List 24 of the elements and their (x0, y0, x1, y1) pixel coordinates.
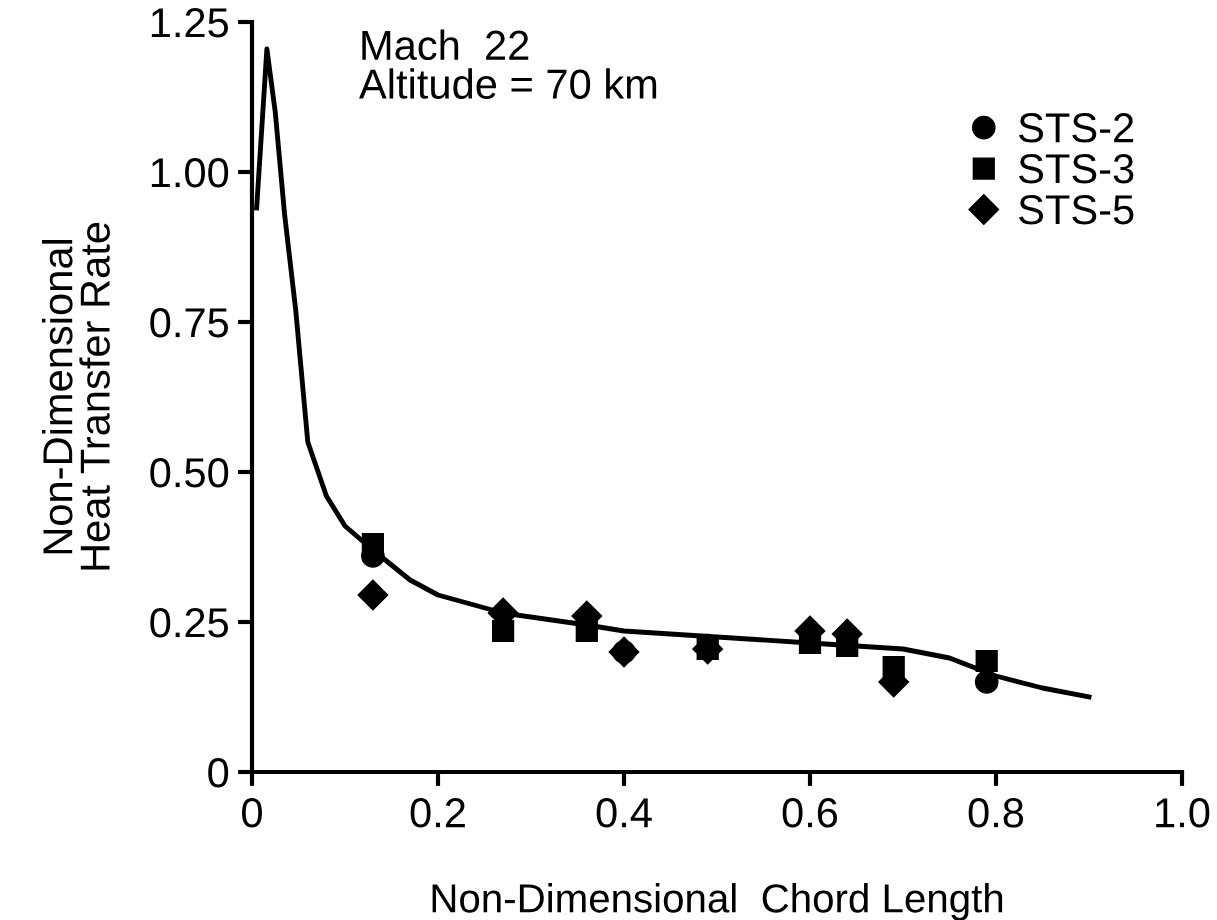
y-tick-label: 1.00 (151, 158, 229, 188)
point (357, 579, 389, 611)
point (974, 670, 999, 694)
legend-label: STS-5 (1019, 194, 1134, 225)
point (361, 532, 385, 556)
legend-label: STS-3 (1019, 154, 1134, 184)
x-tick-label: 0.2 (410, 798, 465, 828)
x-tick-label: 1.0 (1156, 798, 1210, 828)
y-tick-label: 1.25 (151, 8, 229, 38)
annotation: Mach 22 Altitude = 70 km (359, 29, 657, 99)
x-tick-label: 0 (242, 798, 262, 828)
legend-label: STS-2 (1019, 113, 1134, 143)
point (975, 649, 998, 673)
y-tick-label: 0.25 (150, 608, 229, 638)
x-axis-title: Non-Dimensional Chord Length (432, 883, 1003, 920)
point (692, 633, 724, 665)
y-axis-title: Non-Dimensional Heat Transfer Rate (41, 222, 110, 570)
point (608, 636, 640, 668)
y-tick-label: 0.50 (150, 458, 229, 488)
y-tick-label: 0.75 (150, 308, 229, 338)
y-tick-label: 0 (208, 758, 229, 788)
x-tick-label: 0.6 (782, 798, 838, 828)
x-tick-label: 0.4 (596, 798, 652, 828)
x-tick-label: 0.8 (968, 798, 1024, 828)
